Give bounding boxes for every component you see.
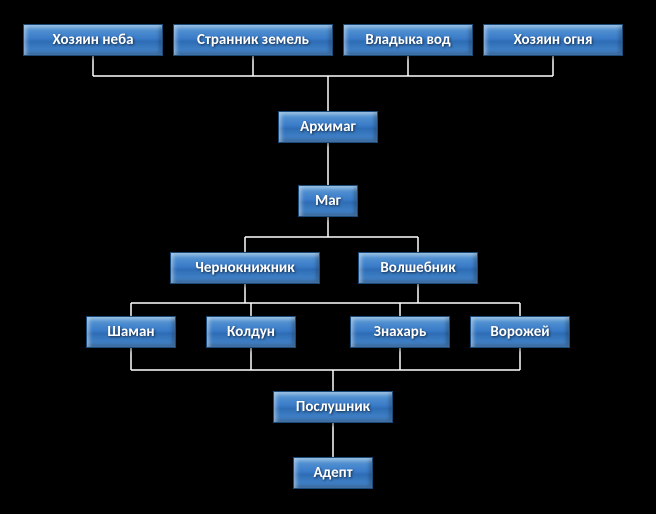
node-label: Знахарь xyxy=(374,323,427,341)
node-label: Послушник xyxy=(296,398,370,416)
node-label: Странник земель xyxy=(197,31,309,49)
node-novice: Послушник xyxy=(273,391,393,423)
node-label: Владыка вод xyxy=(365,31,450,49)
node-adept: Адепт xyxy=(293,457,373,489)
node-blackbook: Чернокнижник xyxy=(170,252,320,284)
node-label: Чернокнижник xyxy=(195,259,294,277)
node-wizard: Волшебник xyxy=(358,252,478,284)
node-wanderer: Странник земель xyxy=(173,24,333,56)
node-diviner: Ворожей xyxy=(470,316,570,348)
node-label: Ворожей xyxy=(490,323,549,341)
node-sky: Хозяин неба xyxy=(23,24,163,56)
node-healer: Знахарь xyxy=(350,316,450,348)
node-label: Шаман xyxy=(107,323,154,341)
node-label: Хозяин огня xyxy=(514,31,593,49)
node-fire: Хозяин огня xyxy=(483,24,623,56)
node-label: Адепт xyxy=(313,464,352,482)
node-mage: Маг xyxy=(298,185,358,217)
node-label: Маг xyxy=(315,192,341,210)
connector-lines xyxy=(0,0,656,514)
node-archmage: Архимаг xyxy=(278,111,378,143)
node-sorcerer: Колдун xyxy=(206,316,296,348)
node-water: Владыка вод xyxy=(343,24,473,56)
node-label: Архимаг xyxy=(300,118,356,136)
node-label: Волшебник xyxy=(380,259,455,277)
node-label: Хозяин неба xyxy=(53,31,134,49)
node-label: Колдун xyxy=(227,323,275,341)
node-shaman: Шаман xyxy=(86,316,176,348)
